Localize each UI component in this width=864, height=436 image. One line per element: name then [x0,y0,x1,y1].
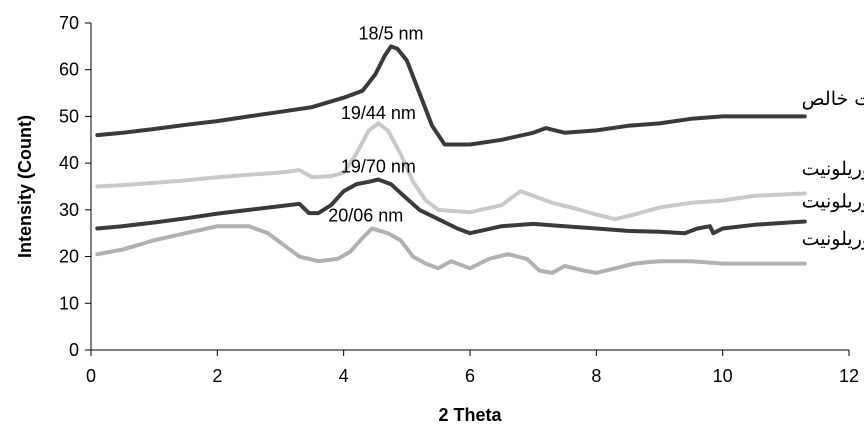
series-label-0: مونتموريلونيت خالص [802,88,864,110]
y-tick-label: 40 [59,153,79,173]
series-label-3: 2 phc مونتموريلونيت [802,228,864,250]
peak-label-2: 19/70 nm [341,156,416,176]
series-line-2 [95,177,807,236]
chart-series [95,44,807,275]
x-tick-label: 10 [713,366,733,386]
series-line-3 [95,224,807,275]
x-axis-title: 2 Theta [438,405,502,425]
y-tick-label: 20 [59,247,79,267]
x-tick-label: 8 [591,366,601,386]
y-tick-label: 10 [59,293,79,313]
y-tick-label: 50 [59,106,79,126]
chart-labels: 18/5 nm 19/44 nm 19/70 nm 20/06 nm مونتموريل… [328,23,864,250]
y-axis-title: Intensity (Count) [15,115,35,258]
x-tick-label: 6 [465,366,475,386]
y-tick-label: 60 [59,60,79,80]
y-tick-label: 70 [59,13,79,33]
series-label-1: 6 phc مونتموريلونيت [802,158,864,180]
x-tick-label: 4 [339,366,349,386]
peak-label-0: 18/5 nm [359,23,424,43]
series-line-1 [95,121,807,222]
series-label-2: 4 phc مونتموريلونيت [802,191,864,213]
x-tick-label: 2 [212,366,222,386]
peak-label-1: 19/44 nm [341,103,416,123]
series-line-0 [95,44,807,147]
x-tick-label: 0 [86,366,96,386]
x-tick-label: 12 [839,366,859,386]
chart-axes: 0 10 20 30 40 50 60 70 0 2 4 6 8 10 12 [59,13,859,386]
y-tick-label: 0 [69,340,79,360]
y-tick-label: 30 [59,200,79,220]
peak-label-3: 20/06 nm [328,206,403,226]
